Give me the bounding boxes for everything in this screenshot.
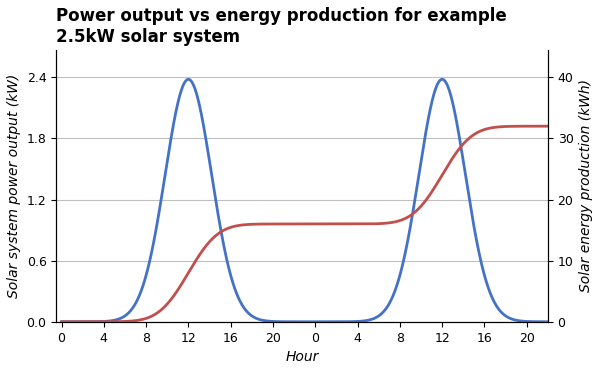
Y-axis label: Solar system power output (kW): Solar system power output (kW) — [7, 74, 21, 298]
X-axis label: Hour: Hour — [286, 350, 319, 364]
Text: Power output vs energy production for example
2.5kW solar system: Power output vs energy production for ex… — [56, 7, 507, 46]
Y-axis label: Solar energy production (kWh): Solar energy production (kWh) — [579, 79, 593, 292]
